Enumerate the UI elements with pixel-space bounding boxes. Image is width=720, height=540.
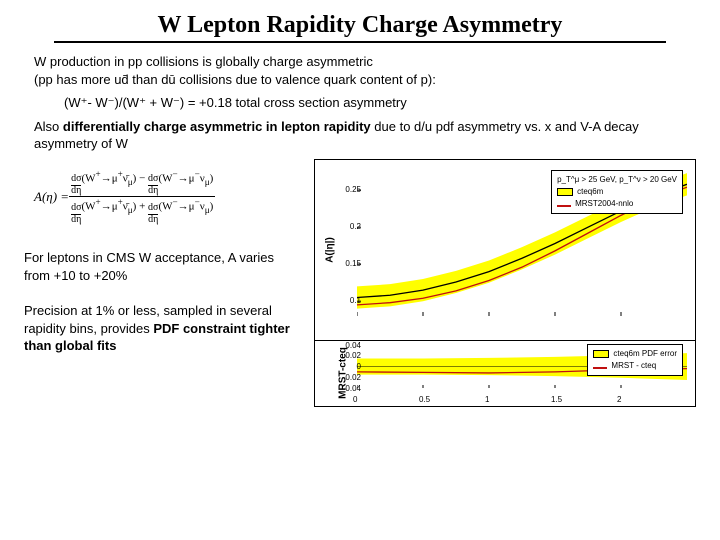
legend-band: cteq6m PDF error [613, 348, 677, 360]
main-legend: p_T^μ > 25 GeV, p_T^ν > 20 GeV cteq6m MR… [551, 170, 683, 214]
intro-l2: (pp has more ud̄ than dū collisions due … [34, 72, 436, 87]
formula-fraction: dσdη(W+→μ+ν̄μ) − dσdη(W−→μ−νμ) dσdη(W+→μ… [69, 169, 215, 225]
asymmetry-formula: A(η) = dσdη(W+→μ+ν̄μ) − dσdη(W−→μ−νμ) dσ… [34, 169, 304, 225]
diff-t1: Also [34, 119, 63, 134]
note2: Precision at 1% or less, sampled in seve… [24, 302, 294, 355]
sub-legend: cteq6m PDF error MRST - cteq [587, 344, 683, 376]
formula-lhs: A(η) = [34, 189, 69, 205]
note1: For leptons in CMS W acceptance, A varie… [24, 249, 294, 284]
diff-bold: differentially charge asymmetric in lept… [63, 119, 371, 134]
page-title: W Lepton Rapidity Charge Asymmetry [54, 12, 666, 43]
intro-l1: W production in pp collisions is globall… [34, 54, 373, 69]
legend-diff: MRST - cteq [611, 360, 656, 372]
diff-para: Also differentially charge asymmetric in… [34, 118, 686, 153]
intro-para: W production in pp collisions is globall… [34, 53, 686, 88]
main-chart: A(|η|) p_T^μ > 25 GeV, p_T^ν > 20 GeV ct… [314, 159, 696, 341]
legend-mrst: MRST2004-nnlo [575, 198, 633, 210]
legend-cteq: cteq6m [577, 186, 603, 198]
main-ylabel: A(|η|) [324, 237, 335, 263]
legend-cut: p_T^μ > 25 GeV, p_T^ν > 20 GeV [557, 174, 677, 186]
sub-chart: MRST-cteq cteq6m PDF error MRST - cteq -… [314, 341, 696, 407]
equation-line: (W⁺- W⁻)/(W⁺ + W⁻) = +0.18 total cross s… [64, 94, 686, 112]
